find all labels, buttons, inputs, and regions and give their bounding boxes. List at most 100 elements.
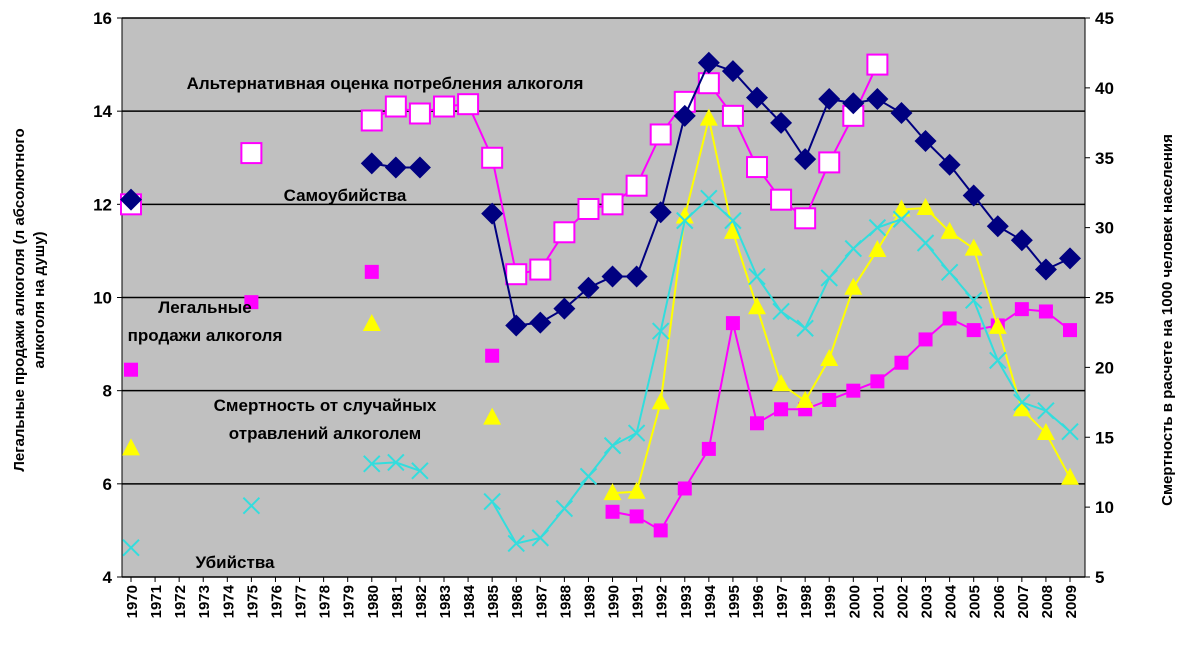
marker [673,104,696,127]
marker [485,348,500,363]
marker [890,102,913,125]
x-tick-label: 2004 [943,584,960,618]
x-tick-label: 1990 [606,585,623,618]
x-tick-label: 2005 [967,585,984,618]
marker [794,148,817,171]
marker [892,210,911,228]
marker [529,311,552,334]
x-tick-label: 1974 [220,584,237,618]
marker [360,109,383,132]
marker [966,323,981,338]
marker [892,199,911,217]
marker [748,267,766,286]
marker [701,441,716,456]
marker [408,156,431,179]
marker [601,265,624,288]
x-tick-label: 1987 [533,585,550,618]
x-tick-label: 1991 [630,585,647,618]
marker [820,348,839,366]
marker [796,390,815,408]
marker [750,416,764,431]
marker [697,51,720,74]
marker [124,362,138,377]
marker [1063,323,1077,338]
y-axis-label: алкоголя на душу) [31,231,48,368]
x-tick-label: 1972 [172,585,189,618]
marker [387,453,405,472]
marker [408,102,431,125]
y-tick-label: 14 [93,102,112,121]
marker [364,264,379,279]
marker [723,221,742,239]
marker [964,291,983,310]
marker [844,239,863,258]
marker [603,436,622,455]
marker [120,188,142,211]
marker [555,499,574,518]
x-tick-label: 2008 [1039,585,1056,618]
marker [505,314,528,337]
x-tick-label: 1999 [822,585,839,618]
marker [363,455,381,473]
marker [360,152,383,175]
marker [724,211,742,230]
series-line [371,64,879,276]
x-tick-label: 1989 [581,585,598,618]
marker [362,314,381,332]
marker [942,311,957,326]
marker [675,206,694,224]
marker [748,297,766,315]
y-tick-label: 12 [93,195,112,214]
x-tick-label: 2001 [870,585,887,618]
marker [529,258,552,281]
marker [818,151,841,174]
x-tick-label: 1997 [774,585,791,618]
x-tick-label: 2006 [991,585,1008,618]
marker [868,239,887,257]
y-tick-label: 8 [103,382,112,401]
marker [940,263,959,282]
marker [1034,258,1057,281]
marker [746,86,768,109]
x-tick-label: 1994 [702,584,719,618]
series-label: Самоубийства [284,186,407,205]
x-tick-label: 2007 [1015,585,1032,618]
marker [794,207,817,230]
marker [725,316,740,331]
marker [244,295,259,310]
y2-axis-label: Смертность в расчете на 1000 человек нас… [1159,134,1176,506]
y-tick-label: 16 [93,9,112,28]
marker [625,265,648,288]
marker [1036,423,1055,441]
marker [483,492,501,511]
marker [242,497,261,515]
marker [700,189,718,207]
x-tick-label: 1971 [148,585,165,618]
x-tick-label: 1981 [389,585,406,618]
marker [1061,467,1079,485]
marker [918,332,933,347]
y-tick-label: 4 [103,568,113,587]
marker [384,156,407,179]
series-label: Альтернативная оценка потребления алкого… [187,74,584,93]
marker [746,156,768,179]
y2-tick-label: 20 [1095,358,1114,377]
x-tick-label: 1988 [557,585,574,618]
marker [505,263,528,286]
x-tick-label: 2000 [846,585,863,618]
marker [844,277,863,295]
y-tick-label: 6 [103,475,112,494]
marker [240,142,263,165]
x-tick-label: 1985 [485,585,502,618]
y2-tick-label: 45 [1095,9,1114,28]
marker [989,351,1007,370]
marker [1010,229,1033,252]
series-label: Легальные [158,298,251,317]
x-tick-label: 1993 [678,585,695,618]
y-axis-label: Легальные продажи алкоголя (л абсолютног… [11,128,28,471]
marker [699,108,718,126]
marker [770,111,793,134]
marker [483,407,502,425]
marker [916,234,935,252]
marker [1037,401,1055,420]
